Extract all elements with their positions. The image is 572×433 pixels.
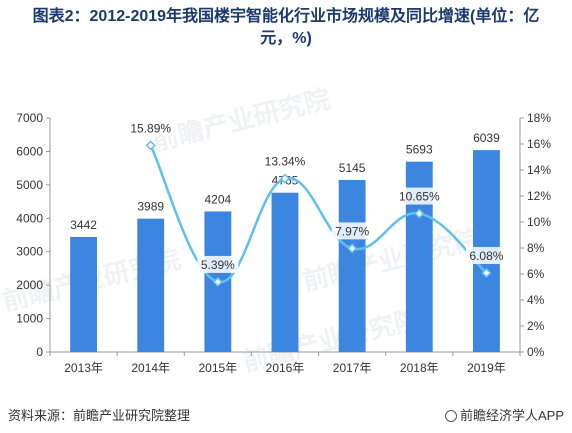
y-left-tick-label: 2000 [16, 278, 43, 292]
bar-data-label: 6039 [473, 131, 500, 145]
bar-data-label: 5693 [406, 143, 433, 157]
y-right-tick-label: 0% [527, 345, 545, 359]
line-label-bg [395, 187, 444, 205]
line-data-label: 15.89% [130, 121, 171, 135]
y-right-tick-label: 12% [527, 189, 551, 203]
bar [338, 180, 366, 352]
x-tick-label: 2019年 [467, 361, 506, 375]
x-tick-label: 2018年 [400, 361, 439, 375]
bar-data-label: 3989 [137, 200, 164, 214]
y-right-tick-label: 6% [527, 267, 545, 281]
line-data-label: 13.34% [265, 155, 306, 169]
y-left-tick-label: 6000 [16, 144, 43, 158]
line-point-marker [414, 208, 425, 219]
x-tick-label: 2017年 [333, 361, 372, 375]
line-data-label: 5.39% [201, 258, 235, 272]
line-label-bg [197, 255, 239, 273]
brand-label: 前瞻经济学人APP [444, 405, 564, 424]
y-right-tick-label: 18% [527, 111, 551, 125]
bar [137, 218, 165, 352]
brand-text: 前瞻经济学人APP [459, 408, 564, 423]
y-right-tick-label: 4% [527, 293, 545, 307]
y-left-tick-label: 3000 [16, 245, 43, 259]
y-right-tick-label: 2% [527, 319, 545, 333]
y-left-tick-label: 4000 [16, 211, 43, 225]
chart-title: 图表2：2012-2019年我国楼宇智能化行业市场规模及同比增速(单位：亿 元，… [8, 6, 564, 50]
x-tick-label: 2014年 [131, 361, 170, 375]
title-line-2: 元，%) [260, 30, 312, 47]
x-tick-label: 2015年 [199, 361, 238, 375]
line-point-marker [481, 267, 492, 279]
line-data-label: 7.97% [335, 224, 369, 238]
y-right-tick-label: 10% [527, 215, 551, 229]
source-note: 资料来源：前瞻产业研究院整理 [8, 408, 191, 423]
bar-data-label: 4204 [205, 192, 232, 206]
x-tick-label: 2016年 [266, 361, 305, 375]
combo-chart: 0 1000 2000 3000 4000 5000 6000 7000 0% 2% 4% 6% 8% 1… [16, 111, 551, 375]
y-left-tick-label: 5000 [16, 178, 43, 192]
y-left-tick-label: 7000 [16, 111, 43, 125]
line-data-label: 6.08% [469, 249, 503, 263]
bar-data-label: 3442 [70, 218, 97, 232]
line-data-label: 10.65% [399, 190, 440, 204]
y-right-tick-label: 16% [527, 137, 551, 151]
title-line-1: 图表2：2012-2019年我国楼宇智能化行业市场规模及同比增速(单位：亿 [32, 8, 540, 25]
x-tick-label: 2013年 [64, 361, 103, 375]
y-left-tick-label: 1000 [16, 312, 43, 326]
line-point-marker [347, 243, 358, 254]
y-right-tick-label: 8% [527, 241, 545, 255]
bar-data-label: 5145 [339, 161, 366, 175]
line-label-bg [126, 119, 175, 137]
line-point-marker [145, 140, 156, 151]
bar [271, 192, 299, 352]
brand-logo-icon [444, 410, 457, 422]
bar [70, 236, 97, 352]
y-right-tick-label: 14% [527, 163, 551, 177]
line-point-marker [212, 276, 223, 287]
y-left-tick-label: 0 [36, 345, 43, 359]
line-label-bg [331, 222, 373, 240]
footer: 资料来源：前瞻产业研究院整理 前瞻经济学人APP [0, 398, 572, 433]
line-label-bg [261, 152, 309, 170]
line-label-bg [465, 246, 507, 264]
line-point-marker [279, 173, 291, 184]
